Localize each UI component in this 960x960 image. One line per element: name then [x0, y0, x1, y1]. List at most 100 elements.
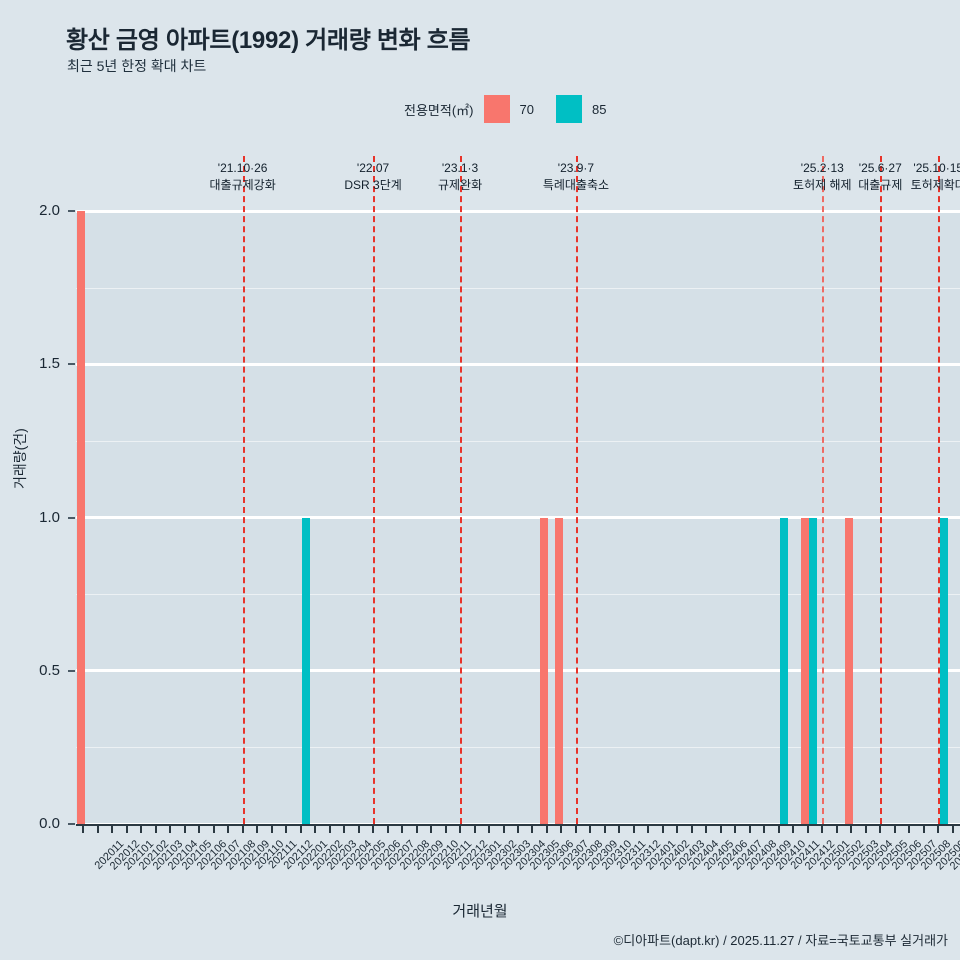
bar — [844, 517, 853, 824]
x-tick-mark — [806, 826, 809, 833]
bar — [76, 211, 85, 824]
x-tick-mark — [821, 826, 824, 833]
x-tick-mark — [314, 826, 317, 833]
x-tick-mark — [299, 826, 302, 833]
x-tick-mark — [734, 826, 737, 833]
event-line — [880, 156, 883, 824]
y-tick-label: 0.5 — [39, 661, 60, 679]
bar — [554, 517, 563, 824]
event-line — [575, 156, 578, 824]
x-tick-mark — [212, 826, 215, 833]
x-tick-mark — [198, 826, 201, 833]
x-tick-mark — [560, 826, 563, 833]
event-annotation-date: '22.07 — [356, 161, 390, 175]
event-line — [822, 156, 825, 824]
bar — [302, 517, 311, 824]
event-annotation: '23.1·3 규제완화 — [438, 160, 482, 194]
y-tick-label: 1.5 — [39, 355, 60, 373]
y-axis-title: 거래량(건) — [12, 428, 28, 489]
x-tick-mark — [879, 826, 882, 833]
gridline — [76, 669, 960, 673]
legend-swatch-70 — [483, 95, 510, 123]
y-tick-mark — [68, 363, 75, 366]
gridline-minor — [76, 287, 960, 289]
x-tick-mark — [545, 826, 548, 833]
chart-title: 황산 금영 아파트(1992) 거래량 변화 흐름 — [66, 27, 471, 54]
x-tick-mark — [574, 826, 577, 833]
gridline — [76, 362, 960, 366]
event-annotation: '25.2·13 토허제 해제 — [793, 160, 852, 194]
x-tick-mark — [285, 826, 288, 833]
x-tick-mark — [459, 826, 462, 833]
event-annotation-date: '23.1·3 — [441, 161, 479, 175]
bar — [540, 517, 549, 824]
x-tick-mark — [502, 826, 505, 833]
event-annotation-text: 토허제 해제 — [793, 178, 852, 192]
x-tick-mark — [227, 826, 230, 833]
y-tick-label: 0.0 — [39, 815, 60, 832]
event-annotation-date: '25.6·27 — [858, 161, 902, 175]
x-tick-mark — [270, 826, 273, 833]
x-tick-mark — [603, 826, 606, 833]
x-tick-mark — [111, 826, 114, 833]
event-annotation: '25.10·15 토허제확대 — [911, 160, 960, 194]
x-tick-mark — [835, 826, 838, 833]
event-annotation-date: '25.2·13 — [800, 161, 844, 175]
y-tick-mark — [68, 516, 75, 519]
x-tick-mark — [256, 826, 259, 833]
gridline — [76, 516, 960, 519]
x-axis-title: 거래년월 — [452, 903, 508, 920]
bar — [780, 517, 789, 824]
x-tick-mark — [415, 826, 418, 833]
x-tick-mark — [473, 826, 476, 833]
x-tick-mark — [951, 826, 954, 833]
x-tick-mark — [632, 826, 635, 833]
legend-label-70: 70 — [519, 101, 534, 117]
x-tick-mark — [517, 826, 519, 833]
event-annotation-text: 대출규제 — [858, 178, 903, 192]
event-line — [373, 156, 376, 824]
x-tick-mark — [792, 826, 795, 833]
y-tick-label: 2.0 — [39, 202, 60, 219]
x-tick-mark — [82, 826, 85, 833]
x-tick-mark — [169, 826, 172, 833]
y-tick-mark — [68, 210, 75, 212]
chart-subtitle: 최근 5년 한정 확대 차트 — [67, 58, 207, 74]
x-tick-mark — [922, 826, 925, 833]
event-annotation-date: '25.10·15 — [913, 161, 960, 175]
legend-label-85: 85 — [591, 101, 607, 117]
x-tick-mark — [690, 826, 693, 833]
event-annotation: '22.07 DSR 3단계 — [344, 160, 401, 194]
x-axis-line — [76, 824, 960, 826]
legend-title: 전용면적(㎡) — [404, 102, 474, 118]
gridline — [76, 209, 960, 213]
x-tick-mark — [430, 826, 433, 833]
x-tick-mark — [241, 826, 244, 833]
x-tick-mark — [401, 826, 404, 833]
x-tick-mark — [618, 826, 621, 833]
x-tick-mark — [343, 826, 346, 833]
x-tick-mark — [661, 826, 664, 833]
event-annotation: '21.10·26 대출규제강화 — [210, 160, 276, 194]
event-annotation-text: 특례대출축소 — [542, 178, 610, 192]
x-tick-mark — [676, 826, 679, 833]
x-tick-mark — [531, 826, 534, 833]
x-tick-mark — [488, 826, 491, 833]
bar — [939, 517, 948, 824]
x-tick-mark — [372, 826, 375, 833]
event-line — [938, 156, 941, 824]
x-tick-mark — [444, 826, 447, 833]
x-tick-mark — [154, 826, 157, 833]
x-tick-mark — [763, 826, 766, 833]
x-tick-mark — [893, 826, 896, 833]
x-tick-mark — [125, 826, 128, 833]
y-tick-mark — [68, 823, 75, 825]
event-annotation-date: '21.10·26 — [217, 161, 268, 175]
plot-panel — [76, 156, 960, 826]
y-tick-mark — [68, 669, 75, 672]
gridline-minor — [76, 747, 960, 749]
x-tick-mark — [183, 826, 186, 833]
x-tick-mark — [850, 826, 853, 833]
event-line — [242, 156, 245, 824]
event-annotation-date: '23.9·7 — [557, 161, 595, 175]
